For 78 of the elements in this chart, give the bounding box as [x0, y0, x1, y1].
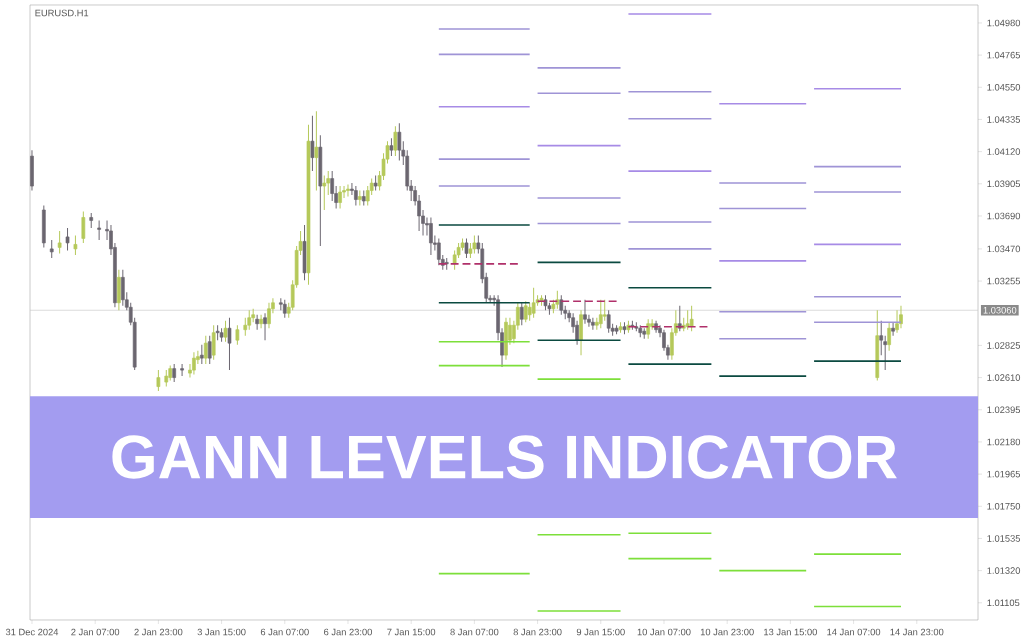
candlestick — [338, 185, 342, 209]
candlestick — [393, 125, 398, 157]
y-tick-label: 1.04765 — [987, 51, 1021, 59]
y-tick-label: 1.03255 — [987, 277, 1021, 285]
y-tick-label: 1.04335 — [987, 116, 1021, 123]
x-tick-label: 9 Jan 15:00 — [576, 628, 625, 636]
candlestick — [689, 305, 694, 332]
ref-line-label: 1.03060 — [983, 306, 1017, 314]
x-tick-label: 2 Jan 23:00 — [134, 628, 183, 636]
candlestick — [519, 302, 524, 326]
candlestick — [65, 227, 70, 251]
y-tick-label: 1.02180 — [987, 438, 1021, 446]
y-tick-label: 1.02395 — [987, 406, 1021, 414]
candlestick — [156, 369, 161, 392]
candlestick — [646, 318, 651, 340]
y-tick-label: 1.03690 — [987, 212, 1021, 220]
candlestick — [73, 234, 78, 256]
candlestick — [263, 312, 267, 341]
y-tick-label: 1.01750 — [987, 502, 1021, 510]
x-tick-label: 6 Jan 23:00 — [324, 628, 372, 636]
candlestick — [559, 294, 564, 316]
candlestick — [267, 302, 271, 329]
y-tick-label: 1.03470 — [987, 245, 1021, 253]
candlestick — [81, 210, 86, 244]
candlestick — [891, 321, 895, 337]
x-tick-label: 2 Jan 07:00 — [71, 628, 120, 636]
x-tick-label: 8 Jan 07:00 — [450, 628, 499, 636]
candlestick — [531, 287, 536, 319]
candlestick — [180, 363, 184, 377]
y-tick-label: 1.02825 — [987, 342, 1021, 349]
candlestick — [429, 216, 433, 256]
candlestick — [397, 122, 402, 162]
y-tick-label: 1.04120 — [987, 148, 1021, 155]
candlestick — [211, 324, 216, 361]
candlestick — [314, 110, 319, 192]
y-tick-label: 1.02610 — [987, 374, 1021, 381]
candlestick — [199, 344, 204, 365]
candlestick — [120, 269, 125, 307]
candlestick — [203, 335, 208, 365]
candlestick — [192, 351, 196, 376]
candlestick — [322, 175, 327, 211]
candlestick — [436, 237, 441, 266]
annotation: EURUSD.H1 — [35, 9, 89, 17]
x-tick-label: 8 Jan 23:00 — [513, 628, 562, 636]
candlestick — [346, 184, 350, 198]
y-tick-label: 1.01535 — [987, 535, 1021, 542]
candlestick — [227, 317, 232, 371]
x-tick-label: 13 Jan 15:00 — [764, 628, 817, 636]
candlestick — [895, 309, 899, 334]
y-tick-label: 1.04550 — [987, 84, 1021, 91]
x-tick-label: 14 Jan 23:00 — [890, 628, 944, 636]
x-tick-label: 31 Dec 2024 — [5, 628, 59, 636]
x-tick-label: 3 Jan 15:00 — [197, 628, 246, 636]
candlestick — [879, 320, 884, 356]
x-tick-label: 7 Jan 15:00 — [387, 628, 436, 636]
candlestick — [606, 309, 611, 334]
candlestick — [259, 314, 263, 329]
text: GANN LEVELS INDICATOR — [112, 435, 897, 479]
candlestick — [57, 230, 62, 254]
x-tick-label: 10 Jan 23:00 — [700, 628, 754, 636]
candlestick — [354, 185, 358, 207]
x-tick-label: 10 Jan 07:00 — [637, 628, 691, 636]
y-tick-label: 1.01320 — [987, 567, 1021, 574]
candlestick — [235, 324, 240, 346]
candlestick — [591, 317, 595, 331]
candlestick — [583, 299, 587, 325]
candlestick — [310, 115, 315, 172]
candlestick — [255, 314, 259, 331]
x-tick-label: 14 Jan 07:00 — [827, 628, 881, 636]
y-tick-label: 1.04980 — [987, 19, 1021, 27]
y-tick-label: 1.01105 — [987, 599, 1020, 607]
y-tick-label: 1.03905 — [987, 180, 1021, 188]
y-tick-label: 1.01965 — [987, 470, 1021, 478]
candlestick — [97, 219, 101, 241]
candlestick — [887, 321, 891, 352]
x-tick-label: 6 Jan 07:00 — [260, 628, 309, 636]
candlestick — [523, 300, 528, 323]
candlestick — [899, 305, 903, 329]
